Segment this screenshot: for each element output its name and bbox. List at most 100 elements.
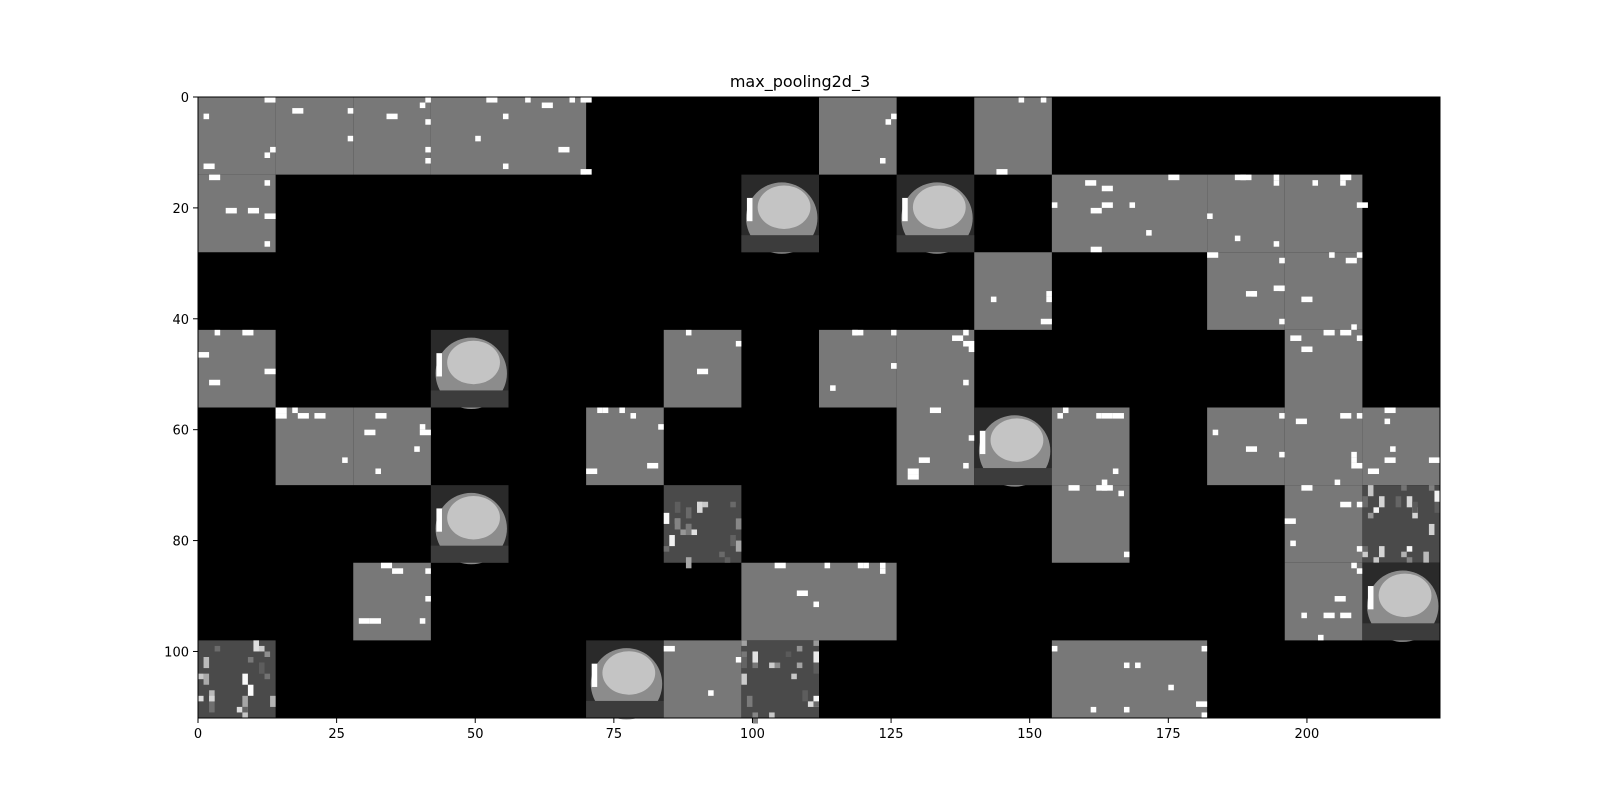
feature-map-tile: [741, 174, 819, 254]
bright-pixel: [963, 340, 975, 347]
feature-map-tile: [430, 97, 515, 175]
texture-pixel: [258, 662, 265, 674]
bright-pixel: [1040, 97, 1047, 103]
y-tick-label: 100: [164, 645, 189, 660]
head-shadow: [1362, 623, 1440, 641]
texture-pixel: [1406, 557, 1413, 563]
bright-pixel: [796, 590, 808, 597]
feature-map-tile: [275, 97, 359, 175]
feature-map-tile: [663, 640, 742, 718]
bright-pixel: [1356, 252, 1363, 258]
feature-map-tile: [819, 97, 897, 175]
bright-pixel: [1384, 457, 1396, 463]
feature-map-tile: [1284, 562, 1363, 641]
bright-pixel: [1340, 413, 1352, 419]
bright-pixel: [242, 329, 254, 336]
bright-pixel: [1279, 318, 1285, 325]
bright-pixel: [1112, 468, 1119, 475]
texture-pixel: [1367, 512, 1374, 519]
bright-pixel: [885, 119, 892, 125]
bright-pixel: [380, 562, 393, 569]
head-shadow: [430, 545, 509, 563]
feature-map-tile: [896, 407, 980, 486]
bright-edge: [902, 197, 908, 222]
tile-background: [353, 562, 431, 641]
x-tick-label: 150: [1017, 727, 1042, 742]
texture-pixel: [1401, 485, 1407, 491]
bright-pixel: [1051, 202, 1058, 208]
tile-background: [198, 329, 276, 408]
bright-pixel: [597, 407, 603, 414]
bright-pixel: [1356, 568, 1363, 574]
bright-pixel: [1040, 318, 1052, 325]
bright-pixel: [697, 368, 709, 375]
texture-pixel: [785, 651, 792, 658]
bright-pixel: [1168, 684, 1174, 691]
texture-pixel: [242, 695, 248, 707]
bright-pixel: [247, 207, 259, 214]
bright-pixel: [963, 379, 969, 386]
bright-pixel: [1101, 185, 1113, 192]
bright-pixel: [852, 329, 858, 336]
texture-pixel: [813, 662, 819, 674]
texture-pixel: [719, 551, 725, 558]
texture-pixel: [1379, 546, 1385, 558]
bright-pixel: [863, 562, 869, 569]
feature-map-tile: [1129, 174, 1208, 253]
feature-map-tile: [1207, 252, 1291, 330]
bright-pixel: [486, 97, 498, 103]
bright-pixel: [1351, 462, 1363, 469]
bright-pixel: [1135, 662, 1141, 669]
bright-pixel: [425, 119, 431, 125]
texture-pixel: [685, 507, 692, 519]
bright-pixel: [1090, 246, 1102, 253]
y-tick-label: 60: [172, 424, 189, 439]
bright-pixel: [1351, 562, 1357, 569]
feature-map-tile: [1284, 174, 1368, 253]
tile-background: [974, 252, 1052, 330]
texture-pixel: [741, 673, 747, 685]
bright-pixel: [1207, 252, 1219, 258]
feature-map-tile: [896, 329, 975, 408]
tile-background: [198, 97, 276, 175]
bright-pixel: [663, 645, 675, 652]
bright-edge: [1367, 586, 1374, 610]
texture-pixel: [741, 657, 747, 669]
bright-pixel: [586, 468, 598, 475]
head-shadow: [430, 390, 509, 408]
bright-pixel: [292, 407, 298, 414]
texture-pixel: [769, 662, 775, 669]
feature-map-tile: [586, 640, 664, 720]
bright-pixel: [1201, 645, 1208, 652]
feature-map-tile: [353, 562, 431, 641]
bright-pixel: [425, 146, 431, 153]
bright-pixel: [1356, 413, 1363, 419]
bright-pixel: [1279, 451, 1285, 458]
bright-pixel: [685, 329, 692, 336]
bright-pixel: [419, 102, 426, 109]
texture-pixel: [813, 701, 819, 707]
bright-pixel: [1295, 418, 1307, 425]
feature-map-tile: [275, 407, 354, 486]
texture-pixel: [253, 640, 259, 652]
y-tick-label: 40: [172, 313, 189, 328]
head-highlight: [447, 340, 500, 385]
bright-pixel: [1018, 97, 1025, 103]
bright-pixel: [264, 213, 276, 219]
bright-pixel: [314, 413, 326, 419]
bright-pixel: [1123, 662, 1130, 669]
feature-map-tile: [896, 174, 975, 254]
bright-pixel: [774, 562, 786, 569]
texture-pixel: [807, 701, 814, 707]
bright-pixel: [658, 424, 664, 430]
bright-pixel: [1062, 407, 1069, 414]
feature-map-tile: [1051, 407, 1130, 486]
head-highlight: [602, 651, 656, 695]
x-tick-label: 125: [879, 727, 904, 742]
bright-pixel: [541, 102, 553, 109]
bright-pixel: [1234, 174, 1246, 181]
bright-pixel: [990, 296, 997, 303]
texture-pixel: [735, 518, 742, 530]
bright-pixel: [1351, 457, 1357, 463]
tile-background: [353, 97, 431, 175]
